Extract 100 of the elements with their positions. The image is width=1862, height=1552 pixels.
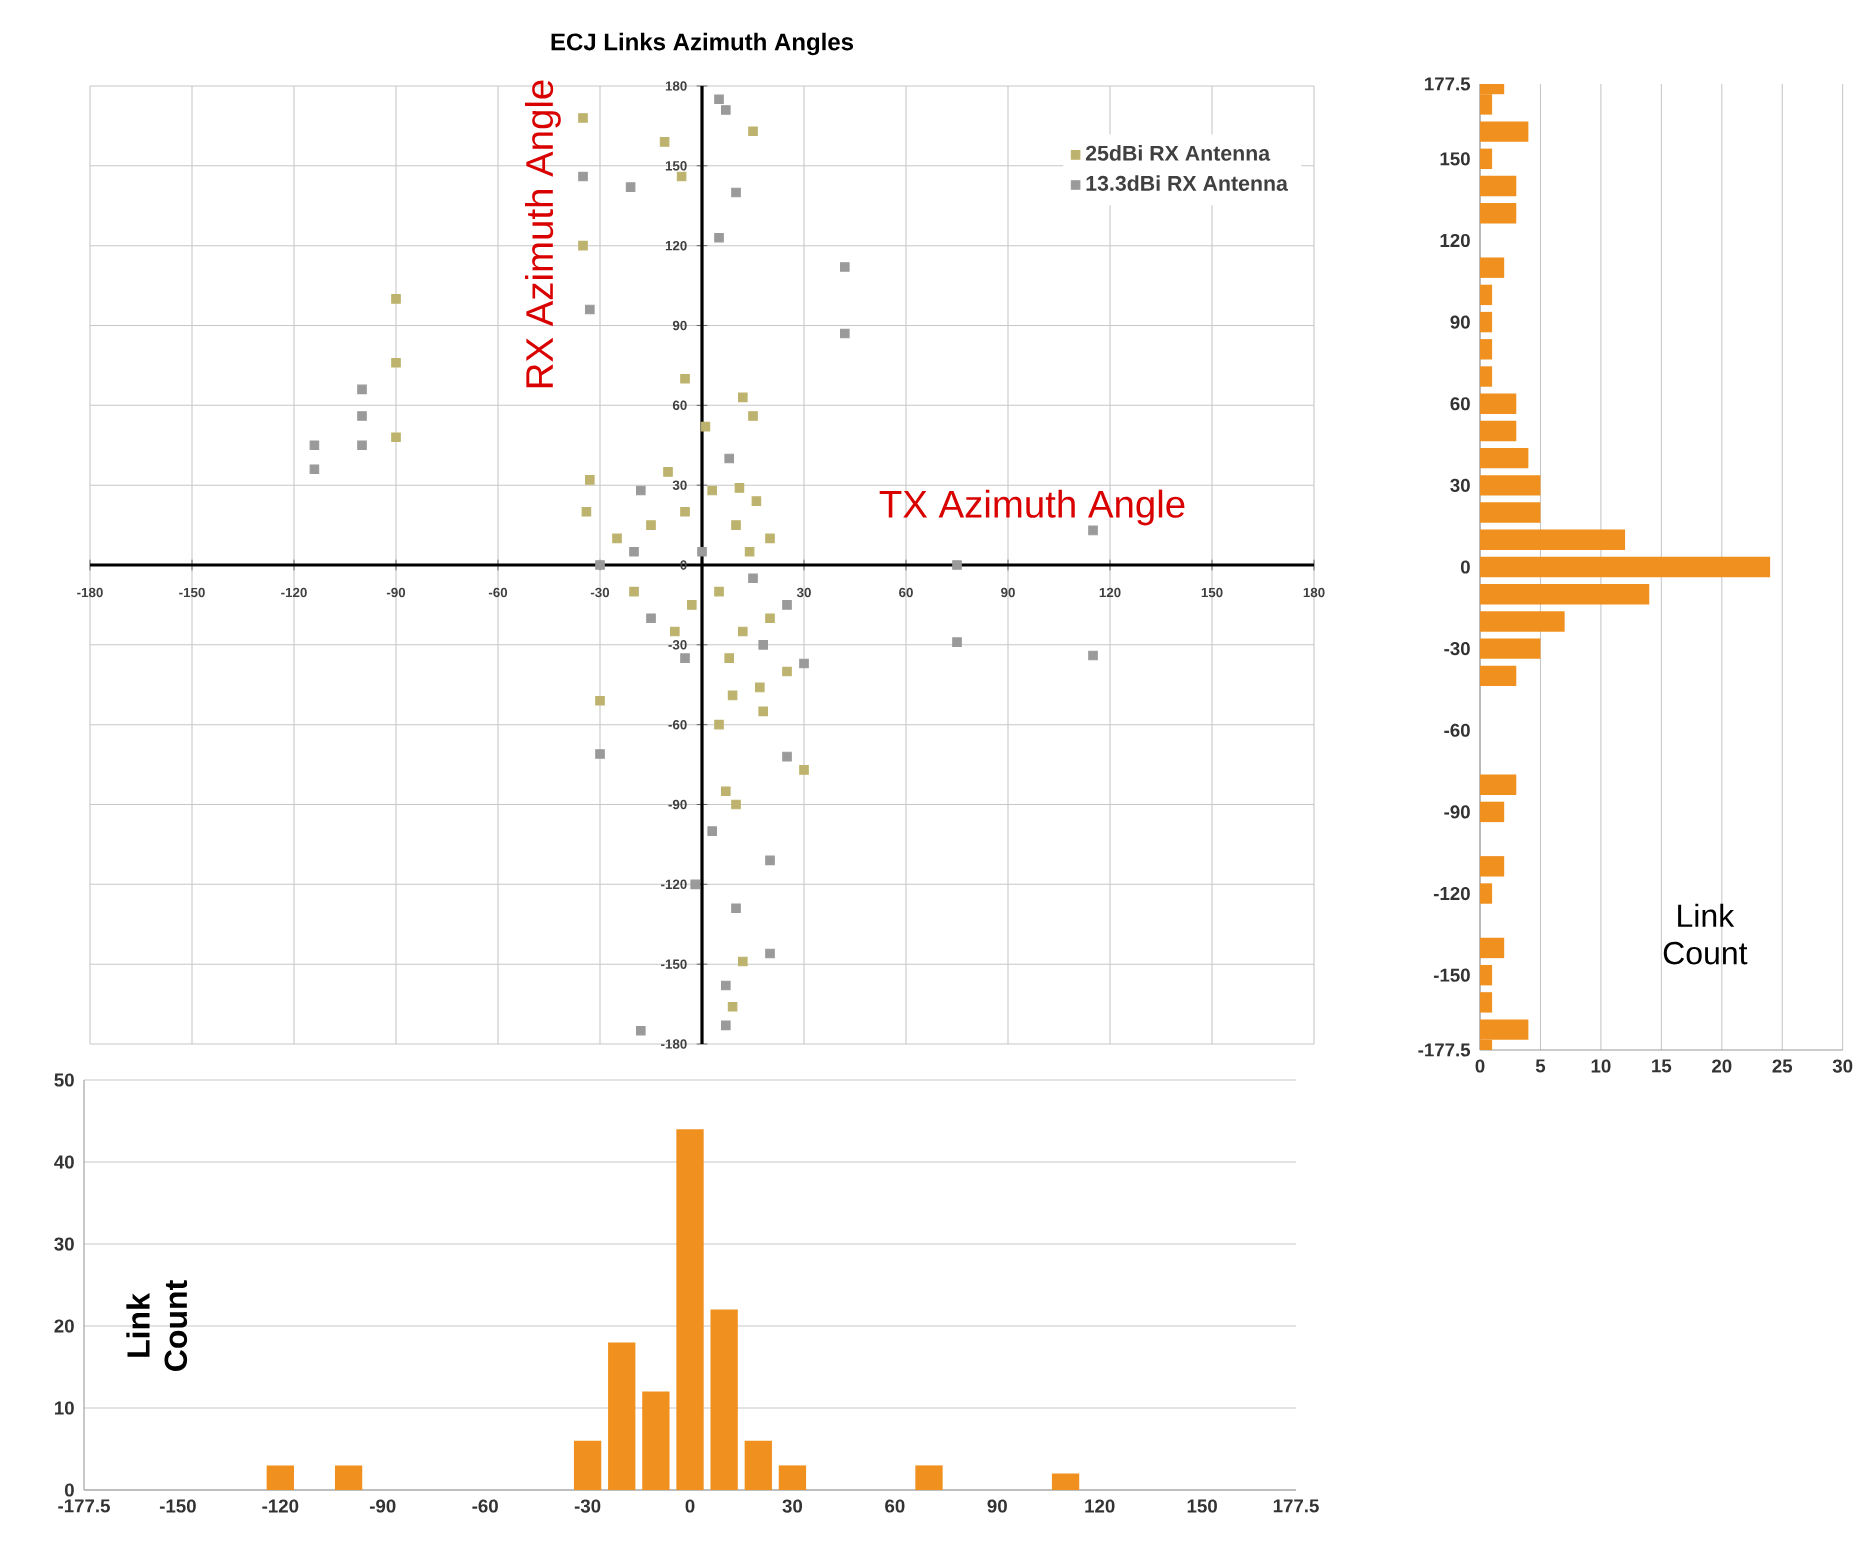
y-tick-label: 0 — [1460, 560, 1470, 574]
point — [309, 440, 320, 451]
point — [721, 980, 731, 991]
point — [680, 653, 690, 663]
bar — [676, 1129, 704, 1490]
point — [707, 485, 718, 496]
point — [731, 799, 741, 810]
x-tick-label: 5 — [1535, 1059, 1546, 1073]
bar — [915, 1465, 943, 1490]
bar — [778, 1465, 807, 1490]
point — [952, 560, 962, 570]
point — [357, 411, 367, 421]
bar — [334, 1465, 363, 1490]
point — [687, 600, 697, 610]
point — [727, 690, 738, 701]
x-tick-label: -90 — [369, 1499, 396, 1513]
bar — [1480, 284, 1493, 306]
bar — [1480, 148, 1493, 170]
bar — [1480, 393, 1517, 414]
bar — [1480, 992, 1493, 1013]
y-tick-label: 20 — [54, 1319, 74, 1333]
bar — [1480, 883, 1493, 904]
point — [676, 171, 687, 182]
x-axis-title: TX Azimuth Angle — [879, 489, 1185, 526]
point — [751, 496, 762, 506]
point — [578, 240, 588, 251]
bar — [1480, 584, 1650, 605]
bar — [1051, 1473, 1080, 1490]
point — [758, 640, 769, 650]
bar — [642, 1391, 670, 1490]
point — [840, 328, 850, 339]
point — [724, 453, 735, 464]
x-axis-title: Link Count — [1663, 903, 1748, 965]
y-tick-label: -120 — [1433, 886, 1470, 901]
point — [578, 171, 588, 182]
point — [765, 613, 775, 624]
point — [595, 749, 605, 759]
point — [357, 440, 367, 451]
point — [690, 879, 701, 890]
point — [748, 126, 758, 137]
point — [782, 751, 792, 762]
bar — [1480, 339, 1493, 360]
point — [765, 855, 775, 866]
bar — [1480, 502, 1541, 523]
point — [782, 666, 792, 677]
bar — [608, 1342, 636, 1490]
legend-label: 13.3dBi RX Antenna — [1086, 175, 1289, 191]
y-tick-label: 177.5 — [1425, 77, 1471, 91]
point — [734, 483, 745, 493]
point — [670, 626, 680, 637]
bar — [1480, 856, 1505, 877]
point — [721, 105, 731, 115]
point — [799, 765, 809, 775]
point — [680, 506, 690, 517]
point — [765, 533, 775, 544]
y-tick-label: 0 — [64, 1483, 74, 1497]
point — [758, 706, 769, 717]
x-tick-label: 120 — [1085, 1499, 1115, 1513]
y-tick-label: 90 — [1450, 315, 1470, 329]
x-tick-label: -60 — [472, 1499, 498, 1513]
x-tick-label: -30 — [574, 1499, 601, 1513]
bar — [1480, 203, 1517, 224]
y-tick-label: 10 — [54, 1401, 74, 1415]
point — [663, 467, 673, 477]
x-tick-label: 30 — [1832, 1059, 1853, 1073]
point — [738, 956, 748, 967]
point — [595, 695, 605, 706]
point — [625, 182, 636, 192]
point — [697, 546, 707, 557]
point — [721, 1020, 731, 1031]
chart-title: ECJ Links Azimuth Angles — [551, 32, 854, 56]
point — [738, 392, 748, 403]
x-tick-label: 150 — [1187, 1499, 1217, 1513]
point — [391, 432, 401, 443]
point — [1088, 525, 1098, 536]
bar — [1480, 611, 1565, 632]
point — [612, 533, 622, 544]
x-tick-label: 30 — [782, 1499, 803, 1513]
bar — [573, 1440, 602, 1490]
bar — [710, 1309, 738, 1490]
y-tick-label: -30 — [1444, 642, 1470, 656]
point — [636, 1025, 646, 1036]
point — [578, 113, 588, 123]
x-tick-label: 20 — [1712, 1059, 1732, 1073]
bar — [1480, 366, 1493, 387]
point — [799, 658, 809, 669]
point — [646, 613, 656, 624]
point — [700, 421, 711, 432]
bar — [1480, 638, 1541, 659]
x-tick-label: -150 — [159, 1499, 196, 1513]
point — [636, 485, 646, 496]
point — [714, 719, 724, 730]
y-tick-label: -90 — [1444, 805, 1470, 819]
point — [724, 653, 735, 663]
y-axis-title: RX Azimuth Angle — [525, 80, 561, 388]
y-tick-label: 150 — [1440, 152, 1470, 166]
point — [585, 475, 595, 485]
point — [755, 682, 765, 693]
point — [646, 520, 656, 530]
point — [629, 586, 639, 597]
